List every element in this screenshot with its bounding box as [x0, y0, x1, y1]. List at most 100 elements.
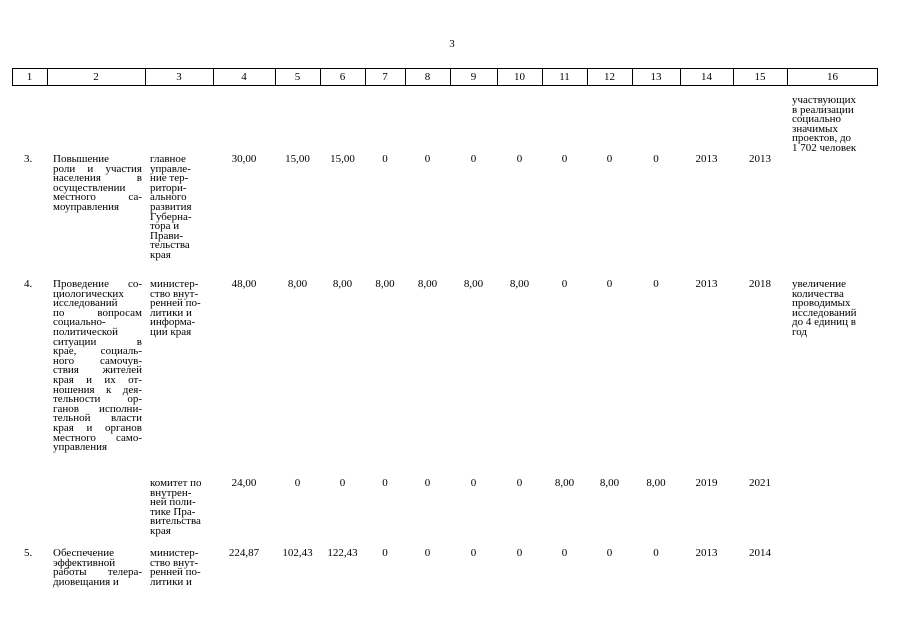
result-line: до 4 единиц в [792, 316, 856, 329]
header-cell: 14 [701, 71, 712, 83]
value-cell: 8,00 [375, 278, 395, 290]
header-cell: 6 [339, 71, 346, 83]
result-line: 1 702 человек [792, 142, 857, 154]
executor-line: края [150, 525, 171, 537]
measure-line: ствия жителей [53, 364, 142, 377]
executor-line: края [150, 249, 171, 261]
value-cell: 0 [561, 547, 568, 559]
measure-line: местного са- [53, 191, 142, 204]
header-cell: 5 [294, 71, 301, 83]
result-line: исследований [792, 306, 857, 319]
start-year: 2019 [695, 477, 718, 489]
executor-line: тике Пра- [150, 505, 196, 518]
value-cell: 0 [424, 547, 431, 559]
result-line: проектов, до [792, 132, 852, 145]
value-cell: 0 [470, 547, 477, 559]
value-cell: 48,00 [231, 278, 257, 290]
value-cell: 0 [382, 153, 388, 165]
value-cell: 8,00 [509, 278, 530, 290]
value-cell: 0 [339, 477, 346, 489]
measure-line: края и их от- [53, 374, 142, 386]
executor-line: внутрен- [150, 486, 192, 499]
result-line: проводимых [792, 297, 851, 310]
measure-line: края и органов [53, 422, 142, 434]
result-line: год [792, 326, 808, 338]
executor-line: министер- [150, 278, 199, 290]
measure-line: роли и участия [53, 162, 142, 175]
column-divider [497, 68, 498, 86]
value-cell: 0 [424, 477, 431, 489]
measure-line: Обеспечение [53, 547, 114, 559]
executor-line: ренней по- [150, 297, 201, 310]
start-year: 2013 [695, 153, 718, 165]
value-cell: 0 [653, 153, 659, 165]
column-divider [145, 68, 146, 86]
header-row [12, 68, 878, 86]
page-number: 3 [449, 38, 455, 50]
executor-line: главное [150, 153, 186, 165]
executor-line: министер- [150, 547, 199, 559]
value-cell: 122,43 [327, 547, 358, 559]
header-cell: 3 [176, 71, 182, 83]
measure-line: населения в [53, 172, 142, 185]
header-cell: 11 [559, 71, 570, 83]
value-cell: 0 [470, 477, 477, 489]
header-cell: 10 [514, 71, 525, 83]
value-cell: 0 [382, 547, 388, 559]
measure-line: тельности ор- [53, 393, 142, 406]
measure-line: осуществлении [53, 181, 126, 194]
value-cell: 8,00 [554, 477, 575, 489]
value-cell: 0 [653, 278, 659, 290]
measure-line: моуправления [53, 201, 120, 213]
measure-line: тельной власти [53, 412, 142, 425]
measure-line: эффективной [53, 556, 116, 569]
header-cell: 8 [424, 71, 431, 83]
executor-line: информа- [150, 316, 196, 329]
result-line: увеличение [792, 278, 846, 290]
executor-line: тельства [150, 239, 190, 252]
header-cell: 15 [754, 71, 766, 83]
end-year: 2014 [749, 547, 771, 559]
result-line: в реализации [792, 103, 854, 116]
column-divider [275, 68, 276, 86]
value-cell: 8,00 [599, 477, 620, 489]
value-cell: 8,00 [646, 477, 666, 489]
column-divider [542, 68, 543, 86]
header-cell: 16 [827, 71, 838, 83]
measure-line: ганов исполни- [53, 402, 142, 415]
executor-line: ние тер- [150, 172, 189, 185]
executor-line: ального [150, 191, 187, 204]
result-line: значимых [792, 122, 838, 135]
column-divider [365, 68, 366, 86]
measure-line: ного самочув- [53, 354, 142, 367]
value-cell: 15,00 [285, 153, 310, 165]
end-year: 2013 [749, 153, 771, 165]
column-divider [47, 68, 48, 86]
value-cell: 0 [470, 153, 477, 165]
value-cell: 24,00 [231, 477, 257, 489]
end-year: 2018 [749, 278, 771, 290]
measure-line: социально- [53, 316, 106, 329]
executor-line: развития [150, 201, 192, 213]
executor-line: ренней по- [150, 566, 201, 579]
executor-line: литики и [150, 575, 192, 588]
row-number: 3. [24, 153, 33, 165]
header-cell: 13 [650, 71, 662, 83]
value-cell: 0 [382, 477, 388, 489]
column-divider [320, 68, 321, 86]
measure-line: крае, социаль- [53, 345, 142, 358]
executor-line: комитет по [150, 477, 202, 489]
measure-line: ношения к дея- [53, 383, 142, 396]
result-line: количества [792, 287, 844, 300]
executor-line: ство внут- [150, 287, 199, 300]
measure-line: циологических [53, 287, 124, 300]
measure-line: по вопросам [53, 306, 142, 319]
value-cell: 224,87 [228, 547, 260, 559]
executor-line: тора и [150, 220, 180, 233]
executor-line: ней поли- [150, 496, 196, 509]
measure-line: местного само- [53, 431, 142, 444]
header-cell: 1 [26, 71, 33, 83]
value-cell: 15,00 [330, 153, 355, 165]
row-number: 5. [24, 547, 33, 559]
